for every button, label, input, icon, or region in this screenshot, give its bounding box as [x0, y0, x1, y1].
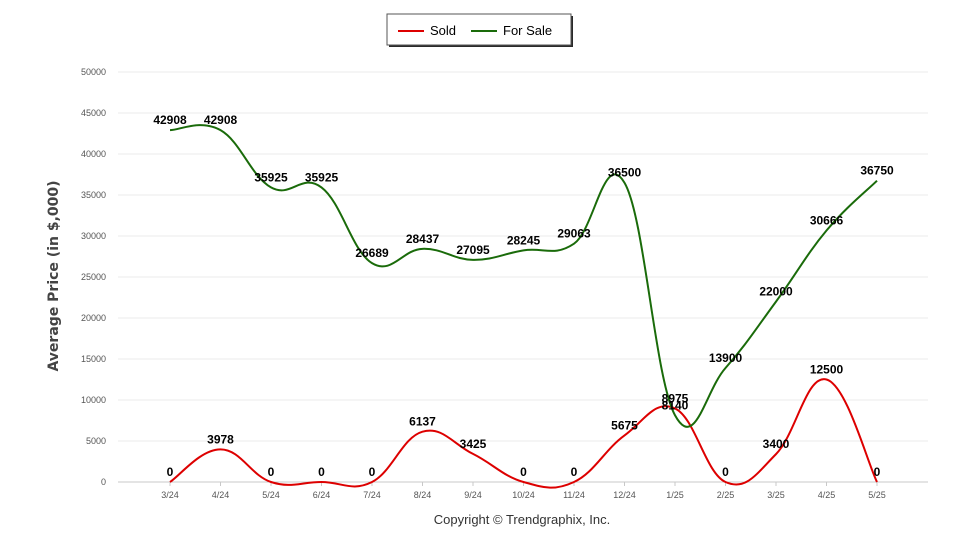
data-label: 8140 [662, 398, 689, 412]
y-tick-label: 35000 [81, 190, 106, 200]
copyright-text: Copyright © Trendgraphix, Inc. [434, 512, 611, 527]
y-tick-label: 45000 [81, 108, 106, 118]
data-label: 13900 [709, 351, 743, 365]
data-label: 26689 [355, 246, 389, 260]
data-label: 0 [167, 465, 174, 479]
data-label: 22000 [759, 285, 793, 299]
data-label: 29063 [557, 227, 591, 241]
data-label: 0 [369, 465, 376, 479]
series-line-for-sale [169, 124, 878, 428]
x-tick-label: 2/25 [717, 490, 735, 500]
x-tick-label: 4/25 [818, 490, 836, 500]
y-tick-label: 5000 [86, 436, 106, 446]
data-label: 30666 [810, 214, 844, 228]
x-tick-label: 3/24 [161, 490, 179, 500]
y-tick-label: 30000 [81, 231, 106, 241]
data-label: 0 [722, 465, 729, 479]
data-label: 6137 [409, 415, 436, 429]
data-label: 3400 [763, 437, 790, 451]
data-label: 28245 [507, 233, 541, 247]
y-tick-label: 20000 [81, 313, 106, 323]
x-tick-label: 3/25 [767, 490, 785, 500]
y-tick-label: 50000 [81, 67, 106, 77]
x-tick-label: 12/24 [613, 490, 636, 500]
data-label: 42908 [153, 113, 187, 127]
y-axis-label: Average Price (in $,000) [46, 180, 62, 371]
data-label: 27095 [456, 243, 490, 257]
y-tick-label: 40000 [81, 149, 106, 159]
x-tick-label: 10/24 [512, 490, 535, 500]
gridlines [118, 71, 928, 483]
x-tick-label: 7/24 [363, 490, 381, 500]
data-label: 0 [571, 465, 578, 479]
data-label: 0 [874, 465, 881, 479]
x-tick-label: 4/24 [212, 490, 230, 500]
data-label: 28437 [406, 232, 440, 246]
x-tick-label: 5/24 [262, 490, 280, 500]
x-tick-label: 5/25 [868, 490, 886, 500]
legend: Sold For Sale [386, 13, 573, 47]
y-tick-label: 25000 [81, 272, 106, 282]
series-lines [169, 124, 878, 489]
axes: 0 5000 10000 15000 20000 25000 30000 35000 40000… [81, 67, 886, 500]
legend-label-for-sale: For Sale [503, 23, 552, 38]
data-label: 0 [318, 465, 325, 479]
data-label: 3425 [460, 437, 487, 451]
data-labels: 0 3978 0 0 0 6137 3425 0 0 5675 8975 0 3400 12500 0 429… [153, 113, 894, 479]
data-label: 35925 [305, 170, 339, 184]
data-label: 36750 [860, 164, 894, 178]
data-label: 0 [520, 465, 527, 479]
data-label: 35925 [254, 170, 288, 184]
data-label: 5675 [611, 418, 638, 432]
data-label: 36500 [608, 166, 642, 180]
x-tick-label: 1/25 [666, 490, 684, 500]
data-label: 3978 [207, 432, 234, 446]
data-label: 0 [268, 465, 275, 479]
x-tick-label: 9/24 [464, 490, 482, 500]
data-label: 8975 [662, 391, 689, 405]
x-tick-label: 11/24 [563, 490, 585, 500]
legend-box [386, 13, 572, 46]
y-tick-label: 0 [101, 477, 106, 487]
series-line-sold [169, 378, 878, 489]
y-tick-label: 15000 [81, 354, 106, 364]
data-label: 12500 [810, 363, 844, 377]
x-tick-label: 6/24 [313, 490, 331, 500]
y-tick-label: 10000 [81, 395, 106, 405]
data-label: 42908 [204, 113, 238, 127]
x-tick-label: 8/24 [414, 490, 432, 500]
legend-label-sold: Sold [430, 23, 456, 38]
